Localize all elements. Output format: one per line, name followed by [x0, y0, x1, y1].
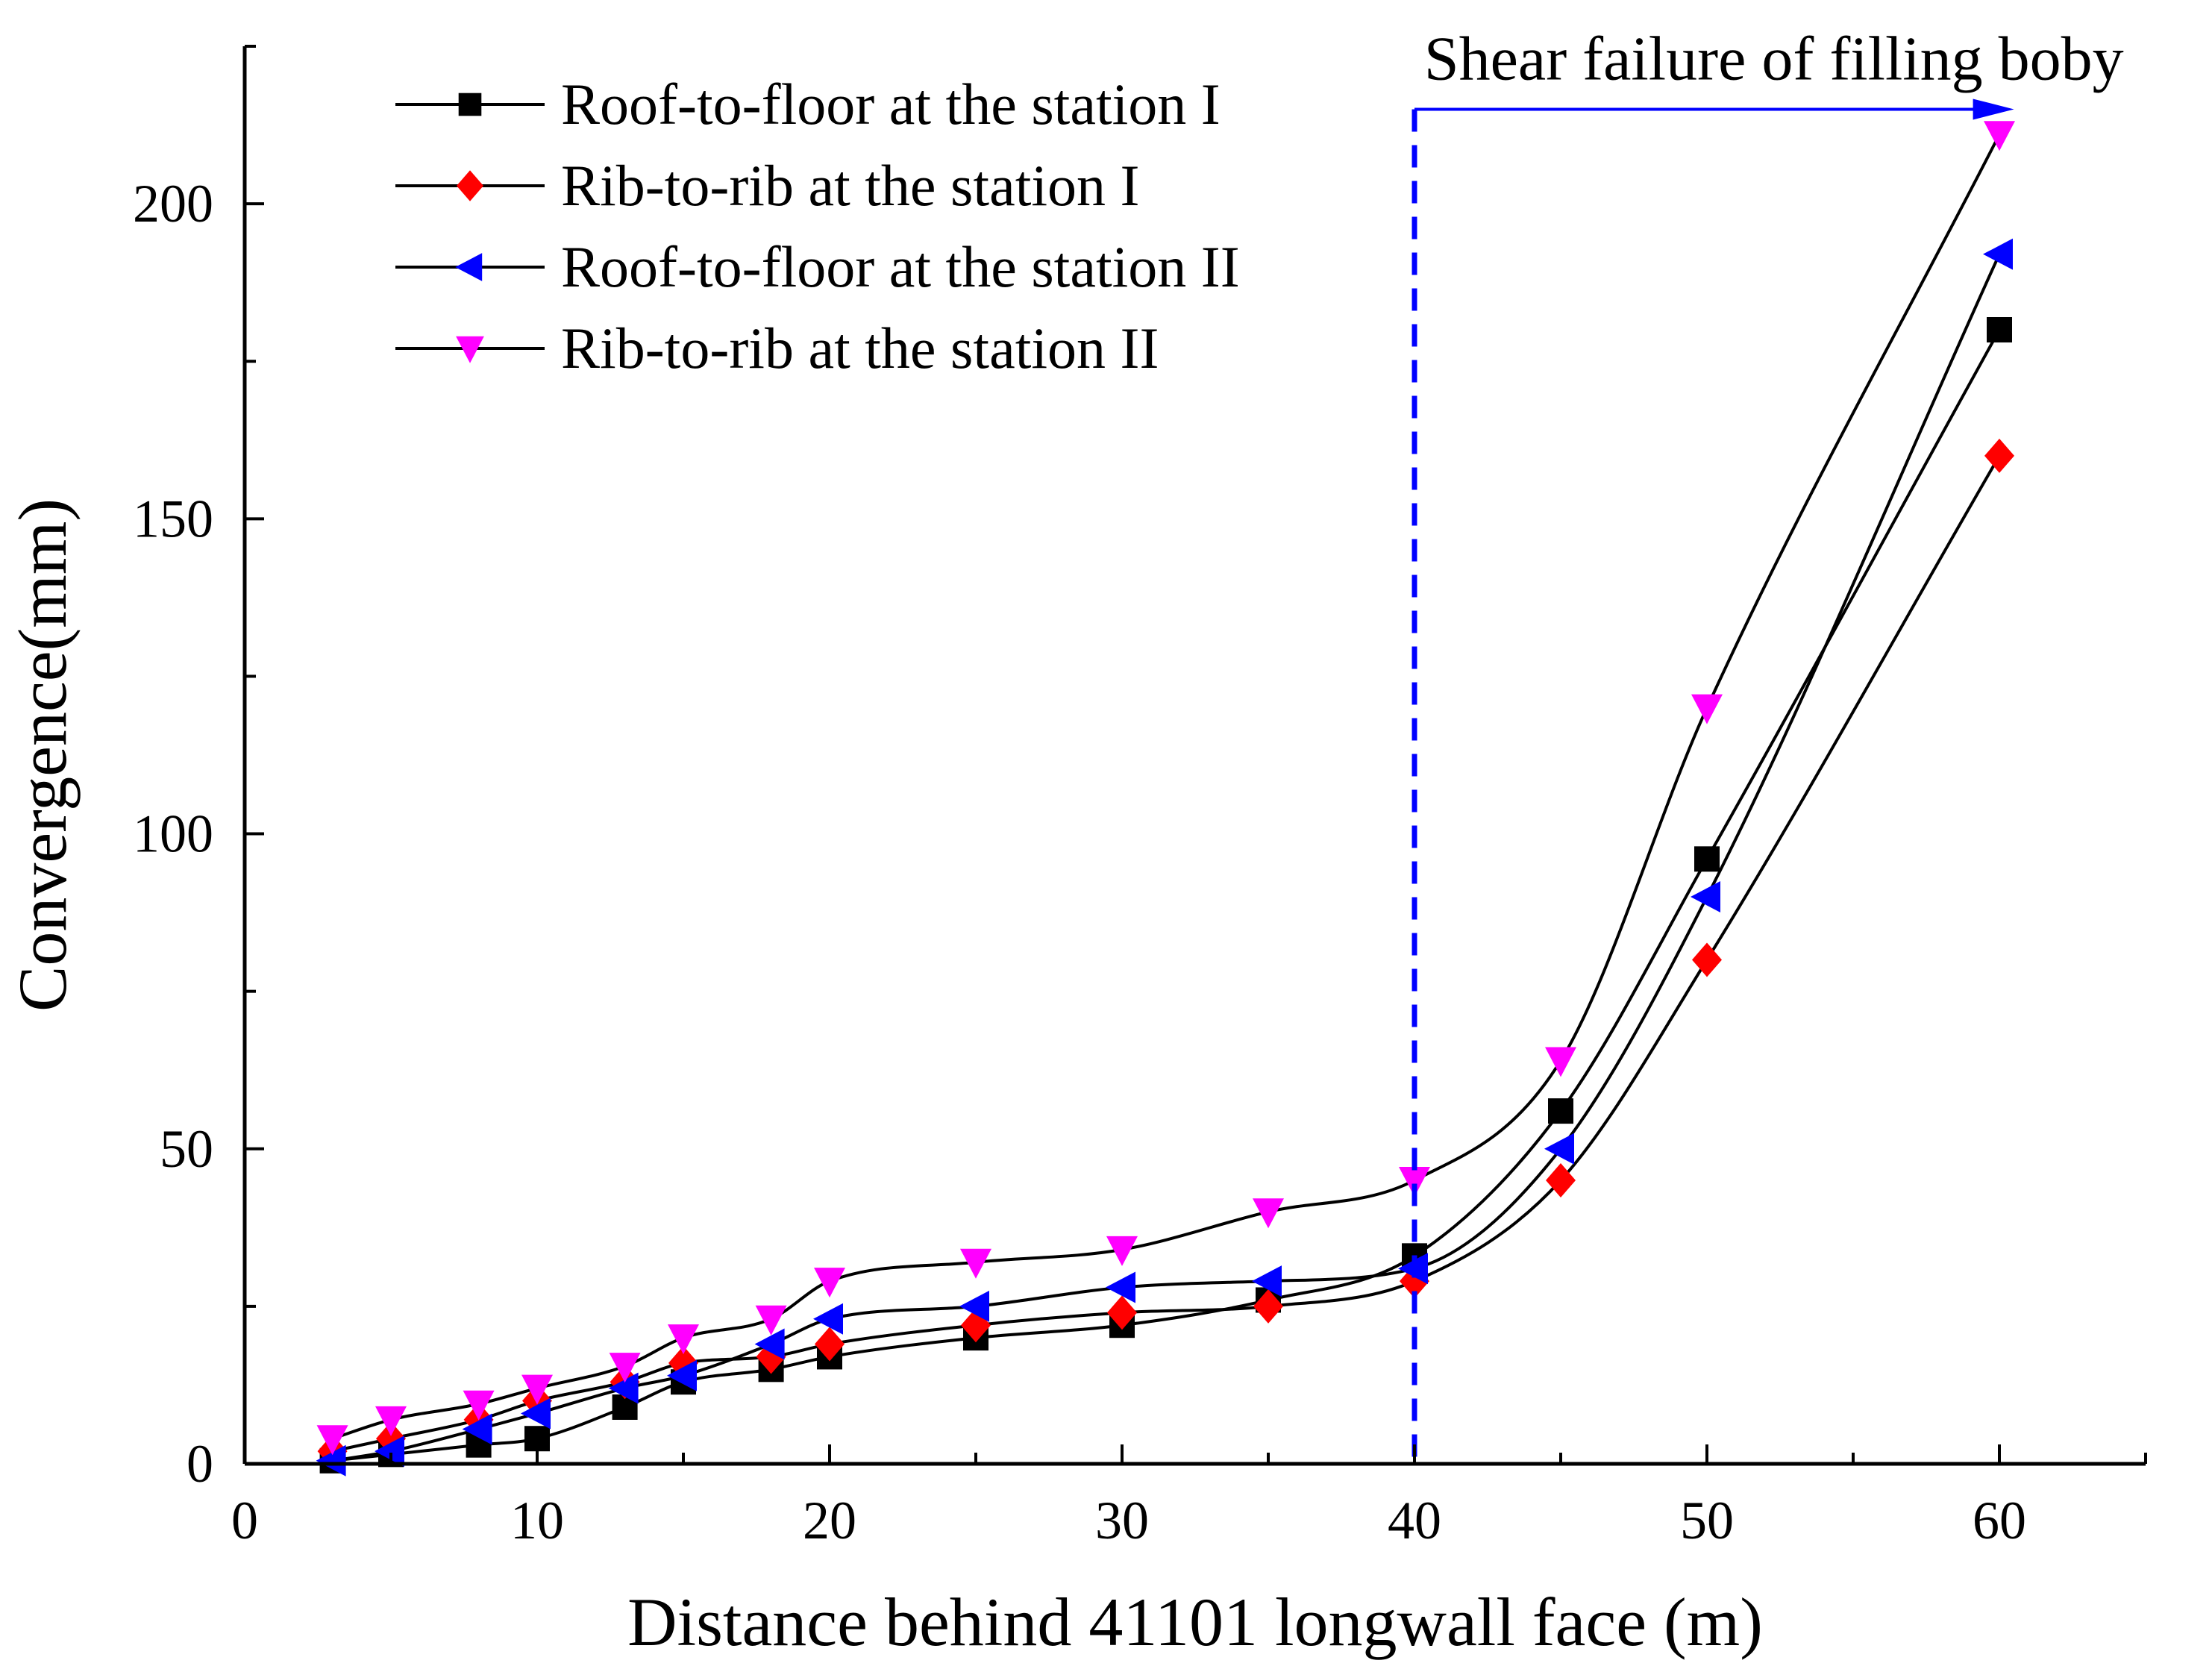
series-3-point — [1983, 238, 2013, 270]
y-tick-label: 0 — [187, 1434, 213, 1494]
series-4-point — [814, 1268, 845, 1298]
y-tick-label: 100 — [133, 804, 213, 864]
series-4-point — [668, 1324, 699, 1355]
series-line-3 — [332, 253, 2001, 1462]
series-4-point — [609, 1353, 641, 1383]
legend-marker — [457, 170, 483, 201]
series-3-point — [608, 1372, 639, 1404]
y-axis-ticks: 0 50 100 150 200 — [133, 45, 264, 1494]
shear-failure-annotation: Shear failure of filling boby — [1412, 24, 2124, 1464]
series-4-point — [1984, 121, 2015, 151]
x-tick-label: 0 — [231, 1491, 258, 1550]
annotation-label: Shear failure of filling boby — [1424, 24, 2124, 93]
series-4-point — [1399, 1167, 1430, 1197]
series-4-point — [1106, 1236, 1138, 1266]
series-4-point — [1691, 694, 1723, 724]
series-3-point — [1106, 1271, 1135, 1303]
series-1-point — [1694, 846, 1720, 872]
series-3-point — [316, 1444, 346, 1477]
x-tick-label: 50 — [1680, 1491, 1734, 1550]
legend-marker — [455, 253, 483, 281]
series-4-point — [521, 1374, 553, 1405]
series-4-point — [316, 1425, 348, 1456]
series-2-point — [815, 1327, 845, 1362]
y-axis-label: Convergence(mm) — [4, 498, 81, 1012]
x-tick-label: 20 — [803, 1491, 856, 1550]
series-3-point — [1691, 881, 1720, 912]
series-3-point — [667, 1359, 697, 1391]
series-2-point — [1984, 438, 2014, 473]
y-tick-label: 200 — [133, 174, 213, 234]
failure-arrow-head — [1973, 98, 2014, 120]
series-2-point — [1546, 1163, 1576, 1197]
series-3-point — [521, 1397, 551, 1430]
axes — [242, 46, 2146, 1466]
series-3-point — [813, 1303, 843, 1335]
series-3-point — [754, 1328, 785, 1360]
series-3-point — [1252, 1265, 1282, 1297]
series-line-1 — [332, 329, 2001, 1462]
series-3-point — [375, 1435, 404, 1468]
x-tick-label: 60 — [1973, 1491, 2026, 1550]
x-tick-label: 10 — [510, 1491, 564, 1550]
series-1-point — [1987, 317, 2012, 342]
series-3-point — [959, 1290, 989, 1322]
series-3-point — [1544, 1133, 1574, 1165]
legend-label: Roof-to-floor at the station II — [561, 234, 1240, 299]
x-axis-label: Distance behind 41101 longwall face (m) — [627, 1584, 1763, 1660]
series-2-point — [1692, 942, 1722, 977]
series-4-point — [1545, 1047, 1576, 1077]
legend-label: Roof-to-floor at the station I — [561, 72, 1221, 137]
legend-label: Rib-to-rib at the station I — [561, 153, 1140, 218]
series-line-2 — [332, 454, 2001, 1453]
series-3-point — [462, 1413, 492, 1445]
legend-marker — [458, 93, 482, 116]
series-4-point — [755, 1305, 787, 1336]
legend: Roof-to-floor at the station I Rib-to-rib… — [395, 72, 1240, 381]
series-1-point — [1548, 1098, 1573, 1124]
series-4-point — [960, 1248, 991, 1279]
series-4-point — [375, 1406, 407, 1436]
legend-label: Rib-to-rib at the station II — [561, 316, 1159, 381]
y-tick-label: 50 — [160, 1119, 213, 1179]
y-tick-label: 150 — [133, 489, 213, 548]
x-axis-ticks: 0 10 20 30 40 50 60 — [231, 1444, 2147, 1550]
series-4-point — [1253, 1198, 1284, 1229]
x-tick-label: 40 — [1388, 1491, 1441, 1550]
series-2-point — [1107, 1295, 1137, 1330]
legend-marker — [456, 336, 484, 363]
series-2-point — [1253, 1289, 1283, 1324]
x-tick-label: 30 — [1095, 1491, 1149, 1550]
series-4-point — [463, 1390, 495, 1421]
